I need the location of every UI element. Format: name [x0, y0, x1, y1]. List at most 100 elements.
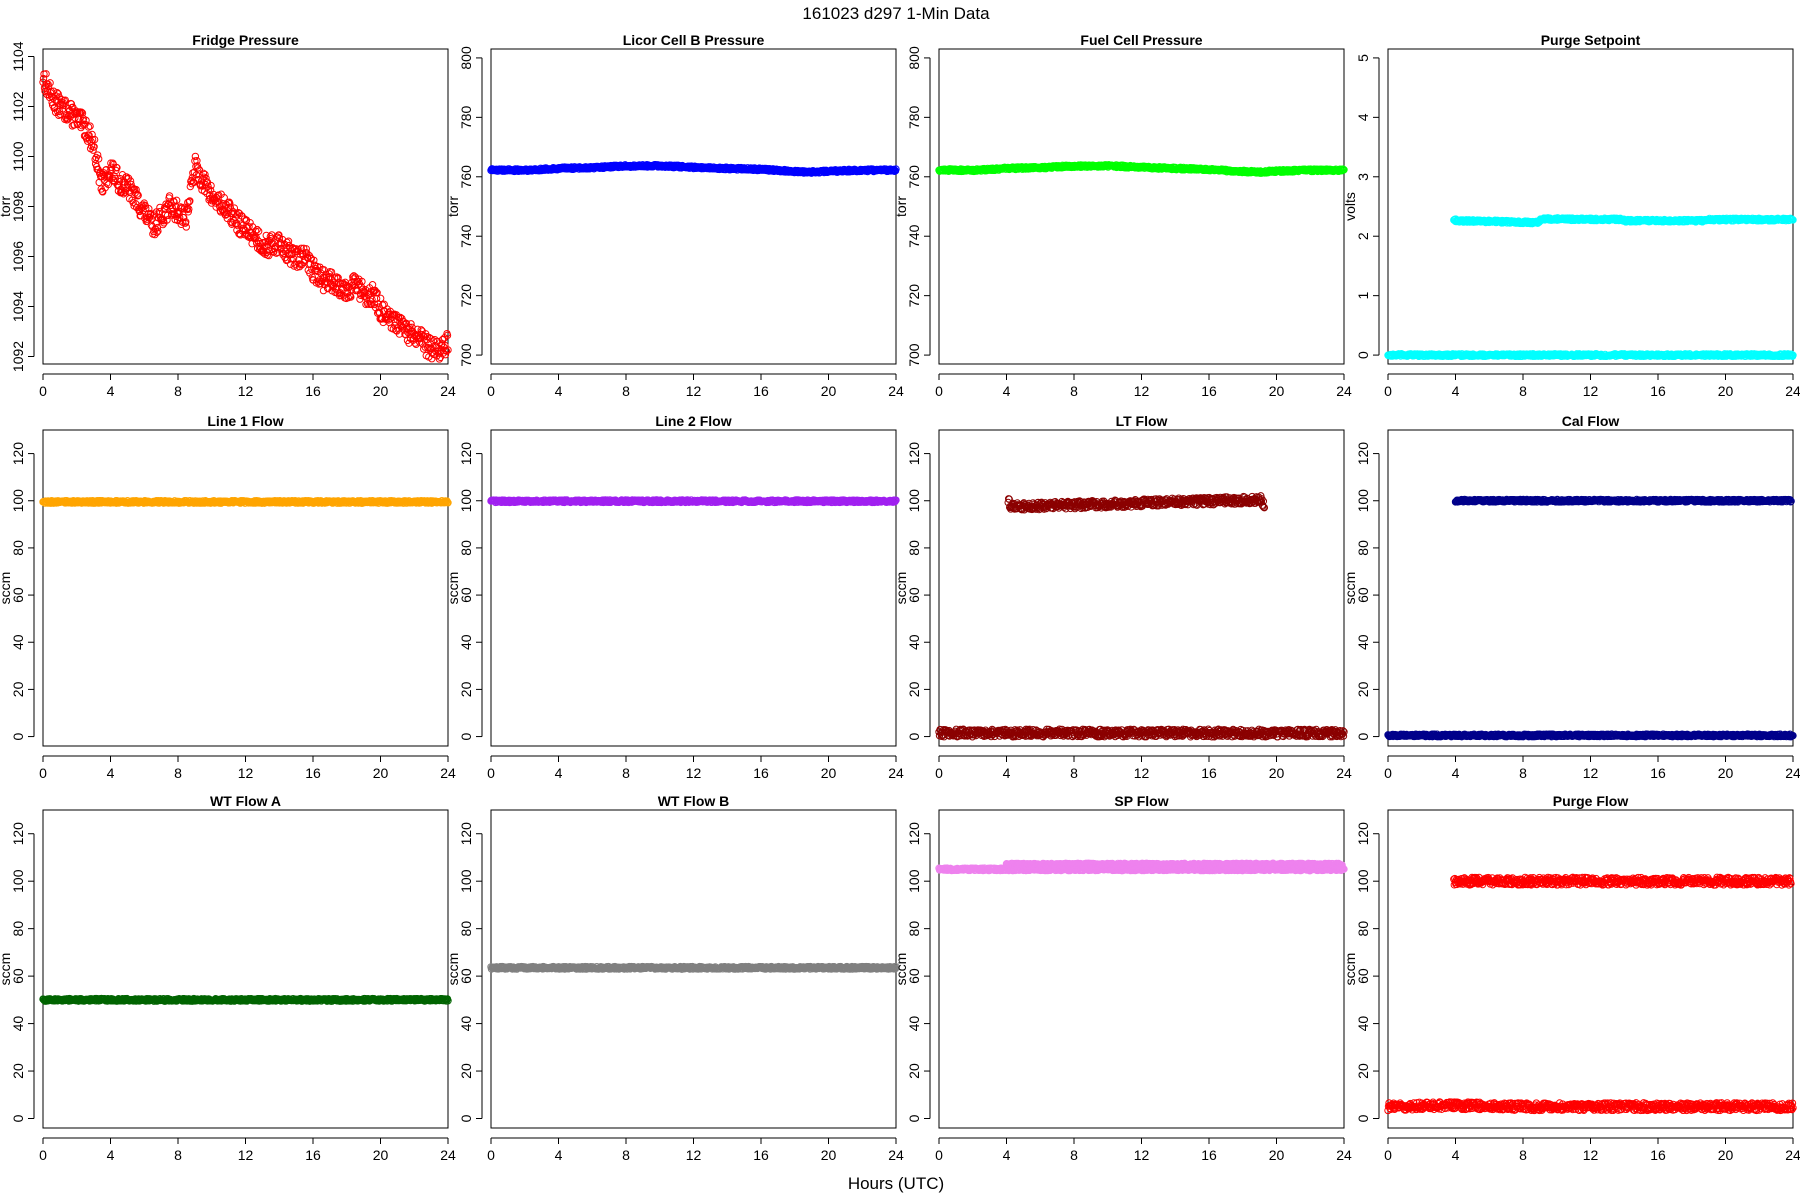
data-point	[297, 244, 305, 253]
x-tick-label: 0	[487, 765, 495, 781]
panel-title: Line 2 Flow	[655, 413, 731, 429]
data-point	[284, 237, 293, 245]
x-tick-label: 8	[174, 765, 182, 781]
plot-frame	[42, 48, 449, 365]
data-series	[935, 161, 1348, 177]
panel-title: Licor Cell B Pressure	[623, 32, 765, 48]
x-tick-label: 12	[238, 765, 254, 781]
x-tick-label: 24	[440, 765, 456, 781]
y-tick-label: 120	[10, 442, 26, 466]
data-point	[104, 180, 113, 189]
x-tick-label: 16	[753, 765, 769, 781]
y-tick-label: 700	[906, 343, 922, 367]
y-tick-label: 0	[1355, 351, 1371, 359]
data-point	[163, 216, 171, 224]
data-point	[218, 201, 226, 209]
data-point	[245, 223, 253, 231]
data-point	[302, 245, 310, 253]
x-tick-label: 24	[888, 383, 904, 399]
data-point	[202, 177, 211, 186]
y-tick-label: 780	[458, 105, 474, 129]
x-tick-label: 0	[39, 383, 47, 399]
figure-title: 161023 d297 1-Min Data	[802, 4, 990, 23]
y-tick-label: 3	[1355, 173, 1371, 181]
x-tick-label: 16	[1650, 383, 1666, 399]
data-point	[444, 346, 452, 354]
data-point	[67, 100, 76, 108]
y-tick-label: 800	[458, 46, 474, 70]
data-point	[351, 273, 360, 281]
y-tick-label: 1094	[10, 291, 26, 322]
data-point	[90, 143, 98, 151]
x-tick-label: 8	[622, 383, 630, 399]
x-tick-label: 0	[935, 383, 943, 399]
data-point	[54, 90, 62, 98]
x-tick-label: 12	[1583, 383, 1599, 399]
data-point	[253, 225, 261, 234]
data-point	[334, 274, 342, 282]
data-point	[180, 213, 188, 222]
data-point	[126, 177, 135, 185]
data-point	[94, 155, 103, 163]
data-point	[59, 105, 67, 113]
data-point	[286, 260, 295, 268]
data-point	[366, 300, 375, 308]
x-tick-label: 24	[440, 383, 456, 399]
y-tick-label: 0	[10, 732, 26, 740]
data-point	[254, 227, 263, 235]
data-point	[153, 228, 161, 236]
data-series	[39, 70, 452, 363]
data-point	[46, 79, 54, 87]
data-point	[42, 70, 50, 78]
data-point	[230, 204, 239, 212]
plot-frame	[490, 48, 897, 365]
x-tick-label: 0	[1384, 383, 1392, 399]
x-tick-label: 20	[373, 383, 389, 399]
data-point	[145, 205, 153, 213]
data-point	[264, 240, 272, 248]
data-point	[373, 288, 381, 297]
x-tick-label: 8	[622, 765, 630, 781]
data-point	[134, 191, 142, 200]
x-tick-label: 12	[238, 383, 254, 399]
data-point	[284, 249, 292, 258]
panel-title: Purge Setpoint	[1541, 32, 1641, 48]
x-tick-label: 20	[821, 383, 837, 399]
y-tick-label: 20	[10, 681, 26, 697]
data-series	[487, 496, 900, 507]
x-tick-label: 20	[373, 765, 389, 781]
y-tick-label: 60	[458, 587, 474, 603]
data-point	[289, 255, 298, 263]
data-point	[327, 268, 336, 276]
y-tick-label: 80	[458, 540, 474, 556]
x-tick-label: 8	[174, 383, 182, 399]
x-tick-label: 16	[305, 765, 321, 781]
x-tick-label: 4	[555, 383, 563, 399]
data-point	[220, 193, 228, 202]
data-point	[86, 122, 94, 130]
y-tick-label: 740	[906, 224, 922, 248]
y-tick-label: 720	[906, 284, 922, 308]
data-point	[235, 209, 244, 218]
data-point	[159, 220, 167, 229]
y-tick-label: 740	[458, 224, 474, 248]
data-point	[113, 164, 121, 172]
y-tick-label: 40	[458, 634, 474, 650]
y-tick-label: 4	[1355, 113, 1371, 121]
data-point	[82, 116, 90, 125]
data-point	[154, 227, 162, 235]
data-point	[376, 294, 385, 303]
data-point	[330, 274, 339, 282]
y-axis-label: volts	[1342, 192, 1358, 221]
y-tick-label: 0	[458, 732, 474, 740]
y-tick-label: 1102	[10, 91, 26, 121]
data-point	[93, 151, 102, 159]
data-point	[366, 297, 374, 305]
x-tick-label: 4	[1003, 383, 1011, 399]
data-point	[191, 152, 200, 161]
plot-frame	[490, 429, 897, 747]
data-point	[53, 88, 61, 97]
x-tick-label: 12	[686, 383, 702, 399]
